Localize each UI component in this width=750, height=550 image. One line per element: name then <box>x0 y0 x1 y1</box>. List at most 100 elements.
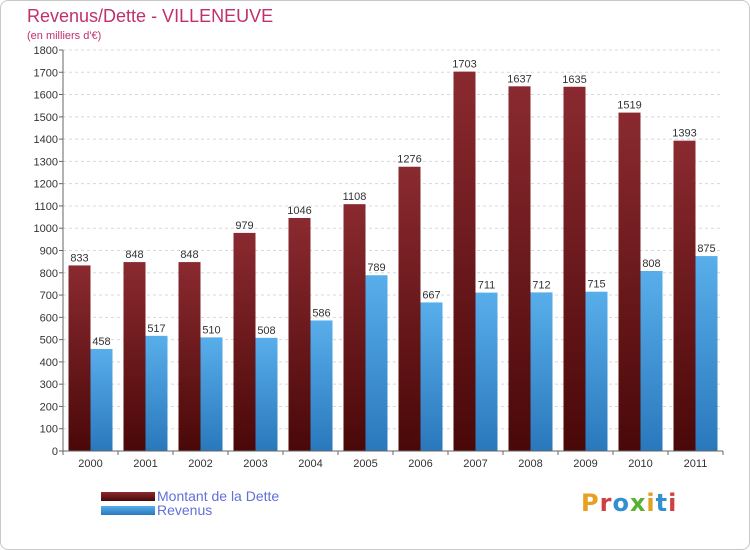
x-tick-label-2007: 2007 <box>463 458 487 470</box>
x-tick-label-2011: 2011 <box>684 458 708 470</box>
data-label-revenue-2000: 458 <box>92 336 110 348</box>
data-label-debt-2002: 848 <box>180 249 198 261</box>
logo-letter: P <box>581 489 600 517</box>
proxiti-logo: Proxiti <box>581 489 677 517</box>
data-label-debt-2008: 1637 <box>507 73 531 85</box>
data-label-debt-2005: 1108 <box>343 191 367 203</box>
y-tick-label: 300 <box>40 379 58 391</box>
x-tick-label-2002: 2002 <box>188 458 212 470</box>
y-tick-label: 1300 <box>34 156 58 168</box>
x-tick-label-2005: 2005 <box>353 458 377 470</box>
data-label-debt-2009: 1635 <box>562 74 586 86</box>
chart-title: Revenus/Dette - VILLENEUVE <box>27 6 274 26</box>
x-tick-label-2003: 2003 <box>243 458 267 470</box>
x-tick-label-2009: 2009 <box>573 458 597 470</box>
y-tick-label: 1000 <box>34 223 58 235</box>
bar-revenue-2000 <box>90 348 113 451</box>
y-tick-label: 1400 <box>34 134 58 146</box>
y-tick-label: 100 <box>40 424 58 436</box>
logo-letter: r <box>599 489 613 517</box>
x-tick-label-2000: 2000 <box>78 458 102 470</box>
bar-debt-2006 <box>398 166 421 452</box>
y-tick-label: 1600 <box>34 90 58 102</box>
bar-revenue-2002 <box>200 337 223 451</box>
data-label-debt-2003: 979 <box>235 220 253 232</box>
legend-swatch-debt <box>101 491 155 501</box>
data-label-revenue-2006: 667 <box>422 289 440 301</box>
bar-revenue-2005 <box>365 275 388 451</box>
logo-letter: o <box>612 489 630 517</box>
data-label-revenue-2002: 510 <box>202 324 220 336</box>
axis-layer: 0 100 200 300 400 500 600 700 800 900 1000 1100 1200… <box>34 45 724 470</box>
bar-debt-2002 <box>178 262 201 451</box>
data-label-revenue-2011: 875 <box>697 243 715 255</box>
y-tick-label: 200 <box>40 401 58 413</box>
y-tick-label: 0 <box>52 446 58 458</box>
y-tick-label: 1800 <box>34 45 58 57</box>
grid-layer <box>63 49 723 452</box>
data-label-revenue-2007: 711 <box>478 280 496 292</box>
logo-letter: i <box>646 489 656 517</box>
x-tick-label-2006: 2006 <box>408 458 432 470</box>
y-tick-label: 500 <box>40 335 58 347</box>
data-label-debt-2011: 1393 <box>672 128 696 140</box>
bar-revenue-2007 <box>475 292 498 451</box>
bar-debt-2008 <box>508 86 531 451</box>
data-label-revenue-2001: 517 <box>147 323 165 335</box>
data-label-revenue-2005: 789 <box>367 262 385 274</box>
y-tick-label: 400 <box>40 357 58 369</box>
y-tick-label: 1200 <box>34 179 58 191</box>
bar-revenue-2009 <box>585 291 608 451</box>
bars-layer <box>68 71 718 452</box>
data-label-debt-2007: 1703 <box>452 59 476 71</box>
bar-debt-2007 <box>453 71 476 452</box>
bar-debt-2001 <box>123 262 146 451</box>
bar-revenue-2006 <box>420 302 443 451</box>
data-label-revenue-2009: 715 <box>587 279 605 291</box>
y-tick-label: 900 <box>40 246 58 258</box>
data-label-revenue-2004: 586 <box>312 307 330 319</box>
legend-label-revenue: Revenus <box>157 502 213 518</box>
logo-letter: x <box>629 489 647 517</box>
data-label-debt-2001: 848 <box>125 249 143 261</box>
bar-debt-2004 <box>288 217 311 451</box>
x-tick-label-2004: 2004 <box>298 458 322 470</box>
bar-revenue-2010 <box>640 270 663 451</box>
data-label-debt-2010: 1519 <box>617 100 641 112</box>
bar-revenue-2004 <box>310 320 333 451</box>
logo-letter: t <box>655 489 669 517</box>
bar-debt-2010 <box>618 112 641 451</box>
y-tick-label: 600 <box>40 312 58 324</box>
data-label-revenue-2010: 808 <box>642 258 660 270</box>
data-label-debt-2006: 1276 <box>397 154 421 166</box>
data-label-revenue-2008: 712 <box>532 279 550 291</box>
bar-revenue-2011 <box>695 256 718 451</box>
bar-revenue-2008 <box>530 292 553 451</box>
x-tick-label-2001: 2001 <box>133 458 157 470</box>
labels-layer: 833 458 848 517 848 510 979 508 1046 586 1108 789 12… <box>70 59 715 348</box>
legend-swatch-revenue <box>101 505 155 515</box>
bar-revenue-2001 <box>145 335 168 451</box>
x-tick-label-2008: 2008 <box>518 458 542 470</box>
legend-item-revenue: Revenus <box>101 502 212 518</box>
y-tick-label: 700 <box>40 290 58 302</box>
y-tick-label: 1500 <box>34 112 58 124</box>
bar-debt-2011 <box>673 140 696 451</box>
x-tick-label-2010: 2010 <box>628 458 652 470</box>
y-tick-label: 800 <box>40 268 58 280</box>
bar-debt-2003 <box>233 232 256 451</box>
chart-subtitle: (en milliers d'€) <box>27 30 102 42</box>
data-label-debt-2000: 833 <box>70 252 88 264</box>
legend-item-debt: Montant de la Dette <box>101 488 279 504</box>
y-tick-label: 1100 <box>34 201 58 213</box>
bar-debt-2000 <box>68 265 91 451</box>
bar-debt-2005 <box>343 204 366 451</box>
legend-label-debt: Montant de la Dette <box>157 488 280 504</box>
logo-letter: i <box>668 489 678 517</box>
bar-debt-2009 <box>563 86 586 451</box>
y-tick-label: 1700 <box>34 67 58 79</box>
data-label-debt-2004: 1046 <box>287 205 311 217</box>
data-label-revenue-2003: 508 <box>257 325 275 337</box>
